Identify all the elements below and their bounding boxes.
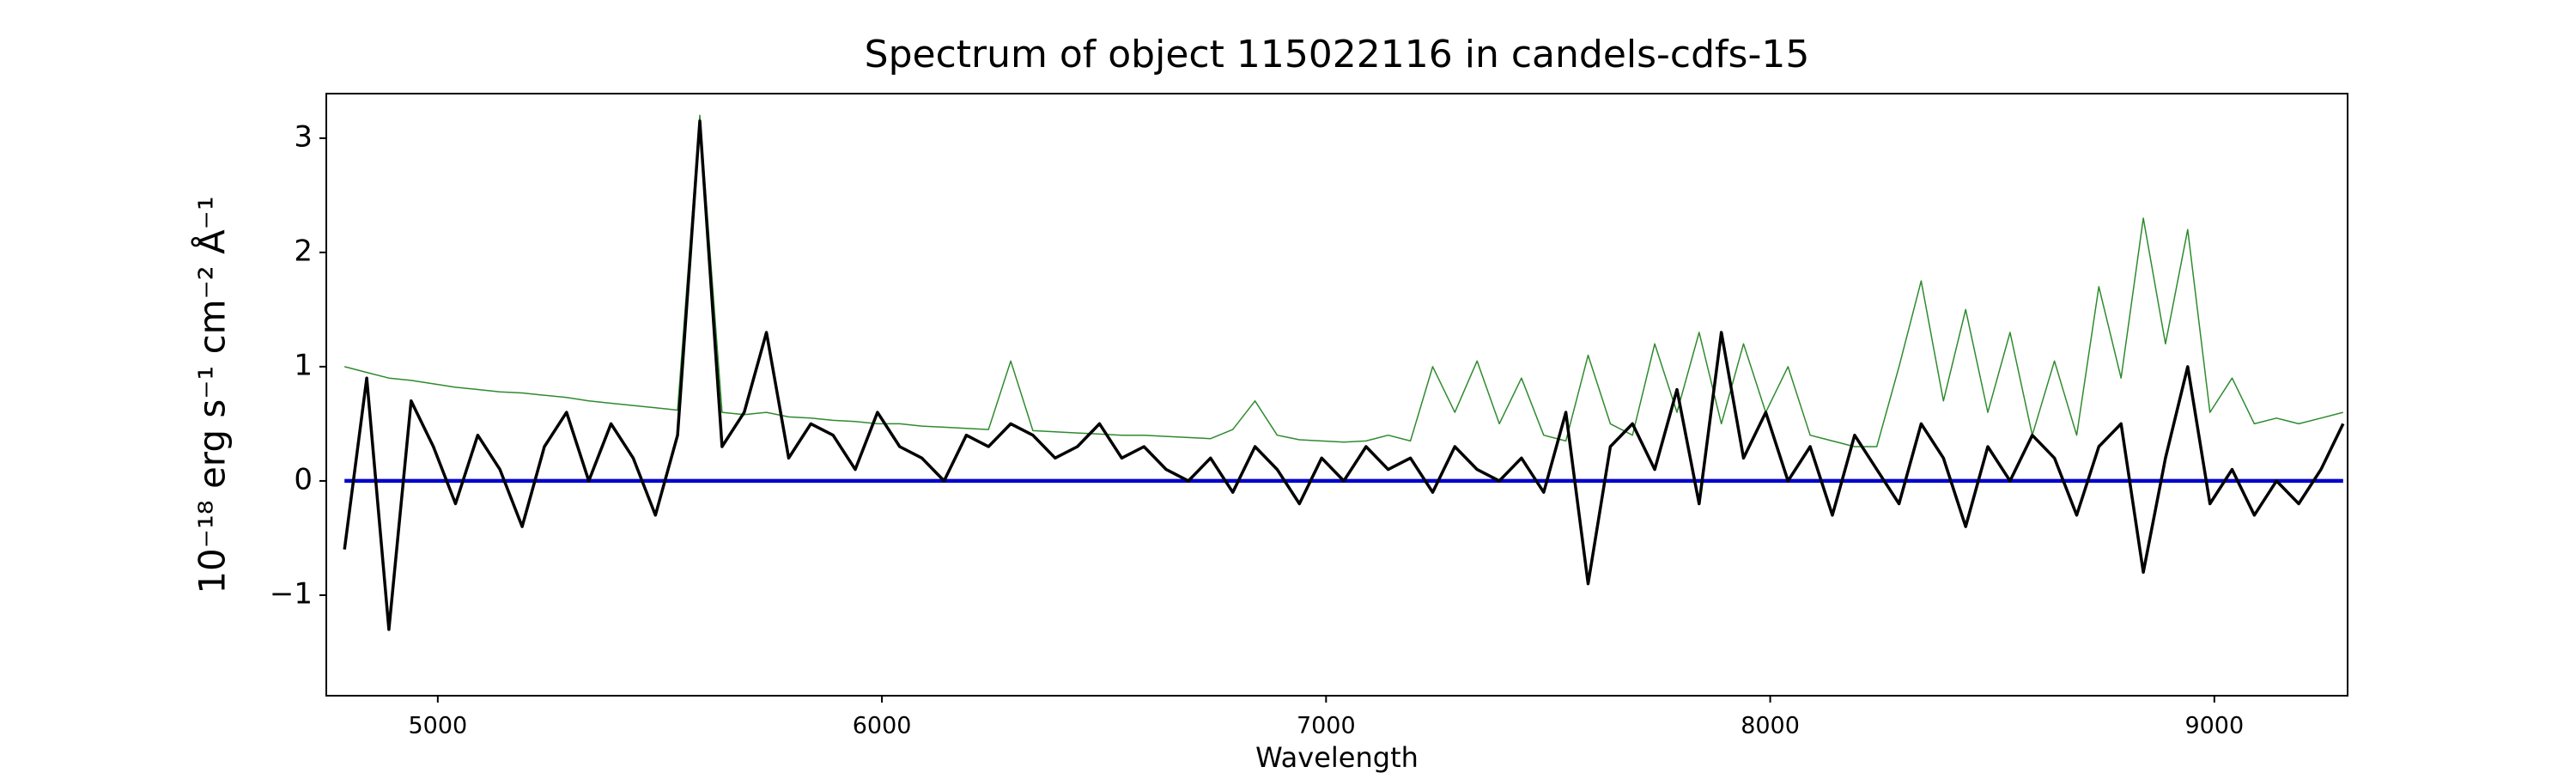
x-tick-label: 9000 bbox=[2184, 713, 2244, 740]
y-tick-label: −1 bbox=[270, 576, 313, 611]
x-tick-label: 5000 bbox=[408, 713, 467, 740]
x-axis-label: Wavelength bbox=[1255, 741, 1419, 773]
x-tick-label: 7000 bbox=[1297, 713, 1356, 740]
spectrum-line bbox=[344, 114, 2343, 447]
y-tick-label: 3 bbox=[294, 119, 313, 154]
y-tick-label: 2 bbox=[294, 234, 313, 268]
x-tick-label: 8000 bbox=[1741, 713, 1800, 740]
y-tick-label: 0 bbox=[294, 462, 313, 496]
plot-frame bbox=[325, 93, 2348, 697]
x-tick-label: 6000 bbox=[853, 713, 912, 740]
spectrum-line bbox=[343, 119, 2345, 631]
chart-title: Spectrum of object 115022116 in candels-… bbox=[865, 33, 1810, 76]
y-tick-label: 1 bbox=[294, 348, 313, 382]
y-axis-label: 10⁻¹⁸ erg s⁻¹ cm⁻² Å⁻¹ bbox=[191, 196, 234, 593]
